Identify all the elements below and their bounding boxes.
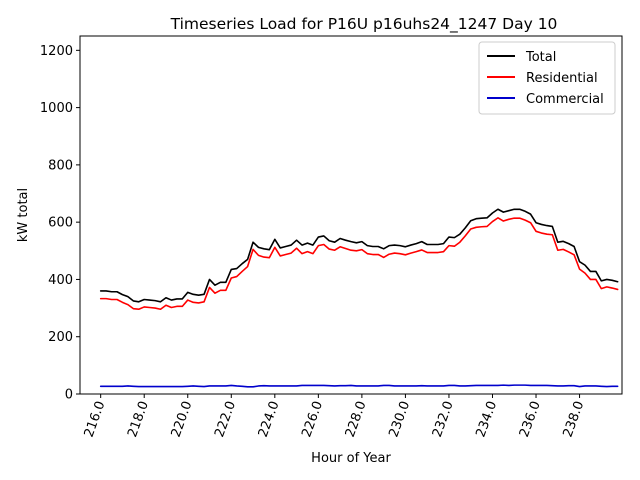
series-line-residential	[99, 217, 619, 311]
y-tick-label: 200	[48, 330, 73, 345]
plot-frame	[79, 35, 623, 395]
y-tick-label: 1200	[40, 44, 73, 59]
x-axis-label: Hour of Year	[311, 451, 391, 466]
legend-label-residential: Residential	[526, 71, 598, 86]
series-line-total	[99, 208, 619, 303]
legend-box	[478, 41, 616, 115]
series-layer	[99, 208, 619, 388]
chart-title: Timeseries Load for P16U p16uhs24_1247 D…	[170, 15, 558, 34]
legend: Total Residential Commercial	[478, 41, 616, 115]
y-axis-label: kW total	[16, 188, 31, 242]
y-tick-label: 0	[65, 388, 73, 403]
legend-label-total: Total	[525, 50, 556, 65]
series-line-commercial	[99, 384, 619, 388]
y-tick-label: 600	[48, 216, 73, 231]
legend-label-commercial: Commercial	[526, 92, 604, 107]
y-tick-label: 400	[48, 273, 73, 288]
y-tick-label: 800	[48, 158, 73, 173]
y-tick-label: 1000	[40, 101, 73, 116]
y-axis: 0 200 400 600 800 1000 1200	[40, 44, 80, 403]
